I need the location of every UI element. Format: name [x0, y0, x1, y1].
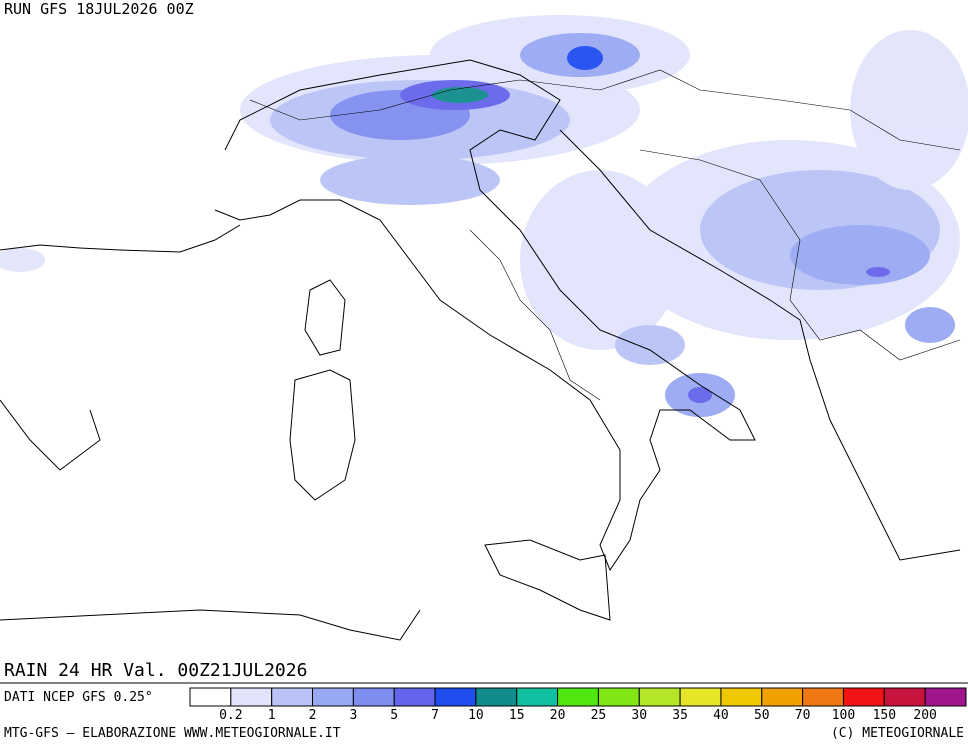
- threshold-label: 0.2: [219, 708, 242, 723]
- copyright: (C) METEOGIORNALE: [831, 726, 964, 741]
- colorbar-box: [679, 687, 722, 707]
- threshold-label: 20: [550, 708, 566, 723]
- run-label: RUN GFS 18JUL2026 00Z: [4, 0, 194, 18]
- colorbar-box: [842, 687, 885, 707]
- colorbar-box: [638, 687, 681, 707]
- threshold-label: 5: [390, 708, 398, 723]
- colorbar-box: [271, 687, 314, 707]
- borders: [249, 69, 961, 401]
- colorbar-box: [802, 687, 844, 707]
- valid-label: RAIN 24 HR Val. 00Z21JUL2026: [4, 660, 307, 681]
- colorbar-box: [720, 687, 763, 707]
- colorbar-box: [352, 687, 395, 707]
- colorbar: 0.2 1 2 3 5 7 10 15 20 25 30 35 40 50 70 100 150 200: [189, 687, 967, 723]
- colorbar-box: [475, 687, 518, 707]
- threshold-label: 2: [309, 708, 317, 723]
- coastlines: [0, 59, 961, 641]
- colorbar-box: [434, 687, 477, 707]
- threshold-label: 15: [509, 708, 525, 723]
- threshold-label: 30: [631, 708, 647, 723]
- threshold-label: 1: [268, 708, 276, 723]
- precipitation: [0, 15, 968, 417]
- credit: MTG-GFS — ELABORAZIONE WWW.METEOGIORNALE…: [4, 726, 341, 741]
- colorbar-box: [516, 687, 559, 707]
- threshold-label: 100: [832, 708, 855, 723]
- colorbar-box: [230, 687, 273, 707]
- threshold-label: 3: [349, 708, 357, 723]
- source-label: DATI NCEP GFS 0.25°: [4, 690, 153, 705]
- colorbar-box: [924, 687, 967, 707]
- threshold-label: 25: [591, 708, 607, 723]
- threshold-label: 35: [672, 708, 688, 723]
- threshold-label: 50: [754, 708, 770, 723]
- colorbar-box: [312, 687, 354, 707]
- colorbar-box: [761, 687, 804, 707]
- colorbar-box: [557, 687, 599, 707]
- threshold-label: 7: [431, 708, 439, 723]
- colorbar-box: [883, 687, 926, 707]
- threshold-label: 70: [795, 708, 811, 723]
- threshold-label: 150: [873, 708, 896, 723]
- threshold-label: 40: [713, 708, 729, 723]
- colorbar-box: [189, 687, 232, 707]
- threshold-label: 200: [913, 708, 936, 723]
- colorbar-box: [597, 687, 640, 707]
- threshold-label: 10: [468, 708, 484, 723]
- colorbar-box: [393, 687, 436, 707]
